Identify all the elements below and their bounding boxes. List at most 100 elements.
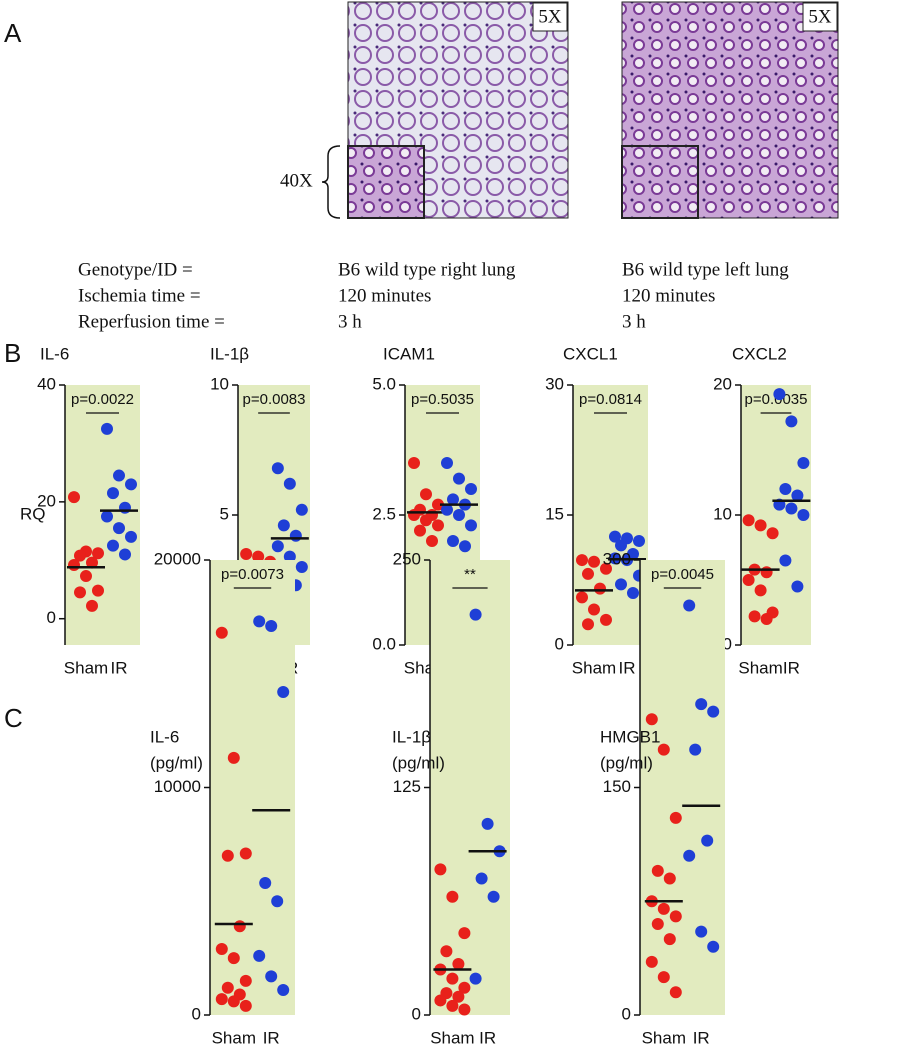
data-point [785,502,798,515]
data-point [295,503,308,516]
chart-title: ICAM1 [383,344,435,363]
data-point [742,514,755,527]
data-point [239,999,252,1012]
data-point [695,698,708,711]
x-tick-label: Sham [64,658,108,677]
data-point [271,462,284,475]
data-point [107,487,119,500]
data-point [119,548,131,561]
data-point [576,591,588,604]
label-box [802,2,838,32]
data-point [432,498,444,511]
chart-title: IL-6 [40,344,69,363]
info-text: B6 wild type left lung [622,259,789,280]
data-point [432,519,444,532]
data-point [239,974,252,987]
data-point [446,972,459,985]
data-point [657,743,670,756]
data-point [657,971,670,984]
data-point [707,705,720,718]
data-point [259,877,272,890]
data-point [600,562,612,575]
inset [621,145,699,219]
y-tick-label: 0 [723,634,732,653]
magnification: 40X [280,170,313,191]
info-text: B6 wild type right lung [338,259,516,280]
info-text: 3 h [622,311,646,332]
y-tick-label: 5 [220,504,229,523]
data-point [582,567,594,580]
magnification: 5X [808,6,832,27]
data-point [475,872,488,885]
data-point [289,529,302,542]
data-point [689,743,702,756]
y-tick-label: 10000 [154,777,201,796]
data-point [227,995,240,1008]
data-point [779,483,792,495]
data-point [420,488,432,501]
annotation: p=0.0814 [579,391,642,408]
data-point [447,535,459,547]
data-point [440,945,453,958]
data-point [459,540,471,553]
data-point [221,981,234,994]
data-point [797,509,810,521]
data-point [240,548,253,560]
data-point [465,483,477,495]
data-point [465,519,477,532]
data-point [742,574,755,586]
data-point [469,608,482,621]
data-point [434,863,447,876]
data-point [683,849,696,862]
data-point [92,547,104,560]
data-point [426,535,438,547]
data-point [119,501,131,514]
inset [347,145,425,219]
annotation: p=0.0045 [651,566,714,583]
y-tick-label: 40 [37,374,56,393]
data-point [588,603,600,616]
y-tick-label: 0 [412,1004,421,1023]
data-point [447,493,459,506]
data-point [253,949,266,962]
data-point [481,817,494,830]
chart-title: IL-1β [392,727,431,746]
info-text: 120 minutes [622,285,715,306]
data-point [651,864,664,877]
data-point [221,849,234,862]
data-point [125,530,137,543]
y-tick-label: 15 [545,504,564,523]
data-point [657,902,670,915]
data-point [277,519,290,532]
data-point [701,834,714,847]
chart-subtitle: (pg/ml) [150,753,203,772]
data-point [215,993,228,1006]
label-box [532,2,568,32]
chart-title: CXCL1 [563,344,618,363]
data-point [453,472,465,485]
data-point [615,539,627,552]
data-point [669,910,682,923]
data-point [594,582,606,595]
data-point [748,610,761,623]
data-point [233,920,246,933]
data-point [773,388,786,401]
chart-title: IL-1β [210,344,249,363]
data-point [74,549,86,562]
x-tick-label: Sham [738,658,782,677]
data-point [215,626,228,639]
data-point [441,503,453,516]
x-tick-label: IR [619,658,636,677]
info-text: Reperfusion time = [78,311,225,332]
data-point [252,550,265,563]
y-tick-label: 20 [37,491,56,510]
annotation: ** [464,566,476,583]
y-tick-label: 10 [713,504,732,523]
data-point [707,940,720,953]
data-point [434,994,447,1007]
data-point [227,751,240,764]
x-tick-label: IR [693,1028,710,1047]
data-point [760,613,773,625]
y-tick-label: 30 [545,374,564,393]
data-point [785,415,798,428]
